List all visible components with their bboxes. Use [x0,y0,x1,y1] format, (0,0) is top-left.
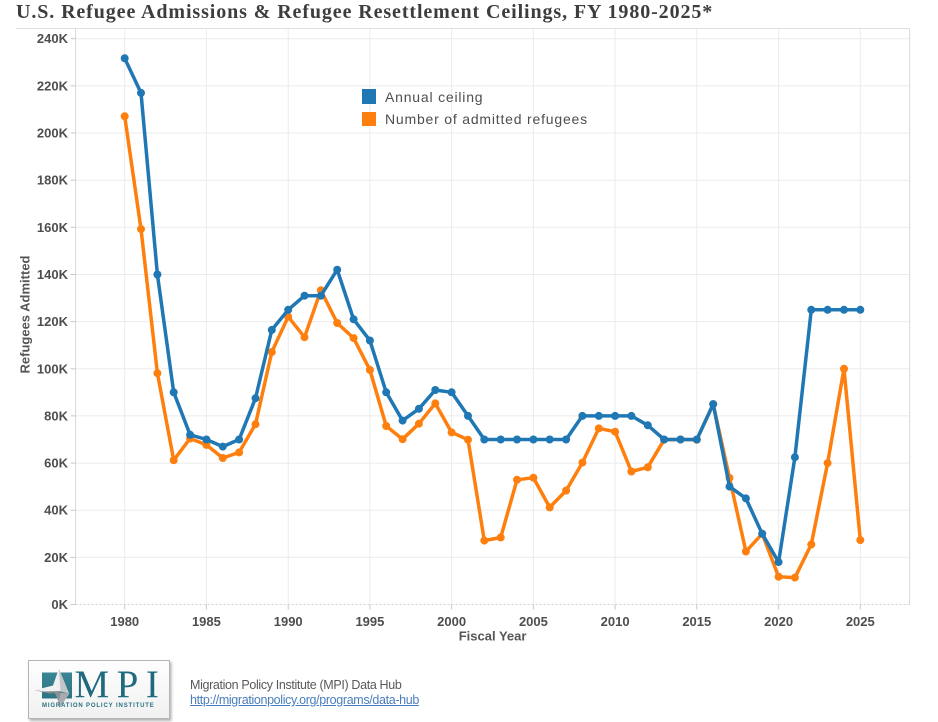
svg-text:2020: 2020 [764,614,793,629]
svg-text:200K: 200K [37,126,69,141]
svg-text:100K: 100K [37,361,69,376]
svg-text:120K: 120K [37,314,69,329]
svg-text:2015: 2015 [682,614,711,629]
svg-text:220K: 220K [37,78,69,93]
svg-text:1995: 1995 [355,614,384,629]
svg-text:1980: 1980 [110,614,139,629]
svg-text:20K: 20K [44,550,68,565]
svg-text:60K: 60K [44,456,68,471]
svg-text:Fiscal Year: Fiscal Year [459,629,527,644]
svg-text:40K: 40K [44,503,68,518]
svg-text:80K: 80K [44,408,68,423]
svg-text:1985: 1985 [192,614,221,629]
svg-text:0K: 0K [51,597,68,612]
svg-text:2025: 2025 [846,614,875,629]
svg-text:Refugees Admitted: Refugees Admitted [18,255,33,373]
svg-text:2000: 2000 [437,614,466,629]
svg-text:240K: 240K [37,31,69,46]
svg-text:140K: 140K [37,267,69,282]
svg-text:180K: 180K [37,173,69,188]
svg-text:2005: 2005 [519,614,548,629]
svg-text:2010: 2010 [601,614,630,629]
svg-text:160K: 160K [37,220,69,235]
svg-text:1990: 1990 [274,614,303,629]
